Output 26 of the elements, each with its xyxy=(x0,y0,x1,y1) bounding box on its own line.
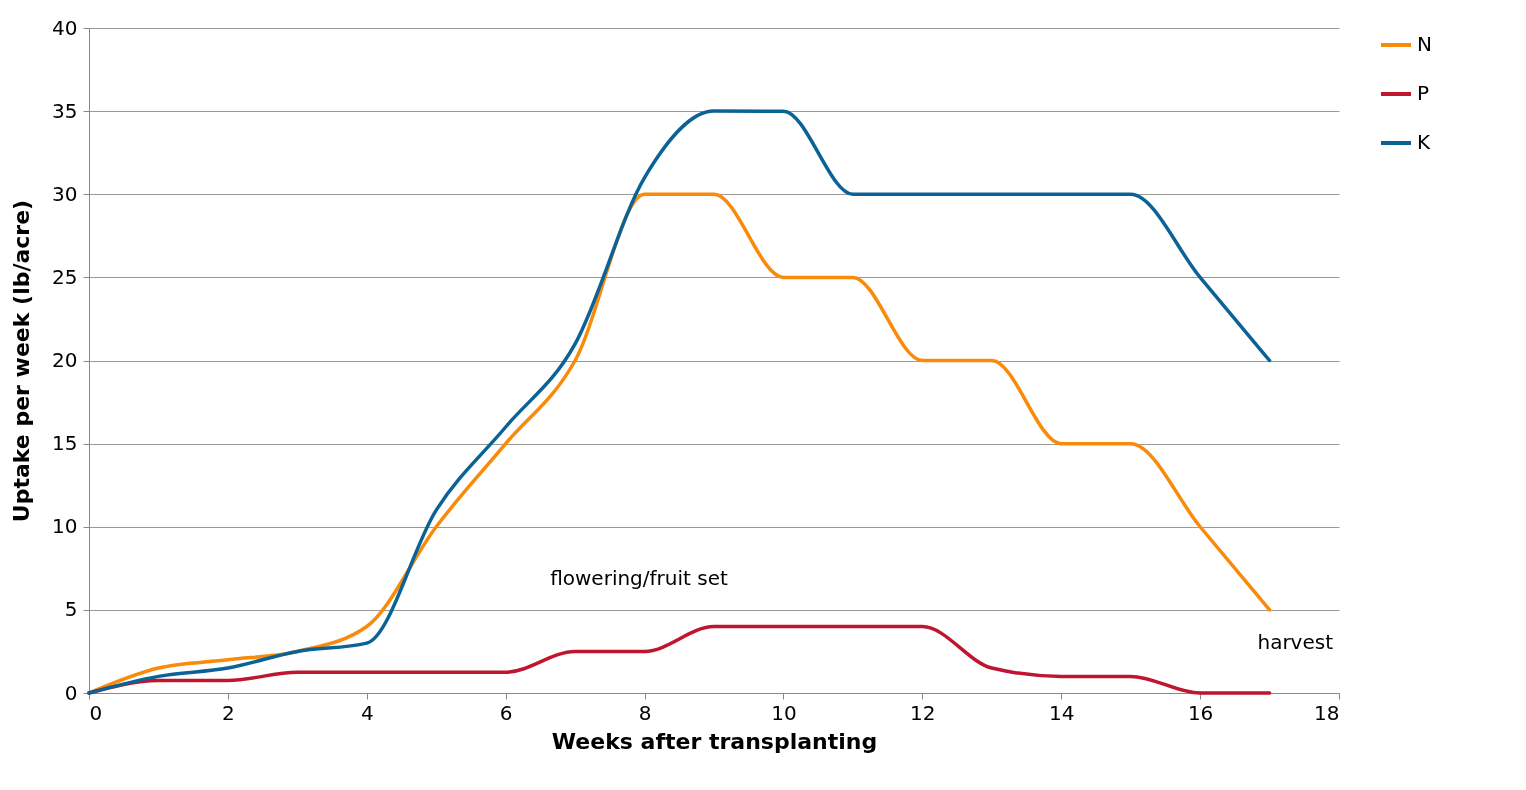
annotation: harvest xyxy=(1257,630,1334,655)
y-tick-label: 25 xyxy=(52,264,78,289)
x-tick-label: 10 xyxy=(771,700,797,725)
x-tick-label: 18 xyxy=(1314,700,1340,725)
y-tick-label: 35 xyxy=(52,98,78,123)
x-tick-label: 6 xyxy=(499,700,513,725)
x-tick-label: 4 xyxy=(360,700,374,725)
y-axis-title: Uptake per week (lb/acre) xyxy=(9,199,35,523)
y-tick-label: 5 xyxy=(64,597,78,622)
legend-label: P xyxy=(1417,81,1430,105)
y-tick-label: 30 xyxy=(52,181,78,206)
y-tick-label: 0 xyxy=(64,680,78,705)
x-tick-label: 16 xyxy=(1187,700,1214,725)
y-tick-label: 10 xyxy=(52,514,78,539)
x-tick-label: 12 xyxy=(910,700,936,725)
x-tick-label: 8 xyxy=(638,700,652,725)
legend-label: K xyxy=(1417,130,1431,154)
y-tick-label: 40 xyxy=(52,15,78,40)
x-tick-label: 0 xyxy=(89,700,103,725)
x-axis-title: Weeks after transplanting xyxy=(551,728,878,754)
legend-label: N xyxy=(1417,32,1432,56)
x-tick-label: 2 xyxy=(222,700,235,725)
y-tick-label: 20 xyxy=(52,348,78,372)
annotation: flowering/fruit set xyxy=(550,565,728,590)
y-tick-label: 15 xyxy=(52,431,78,456)
x-tick-label: 14 xyxy=(1049,700,1075,725)
